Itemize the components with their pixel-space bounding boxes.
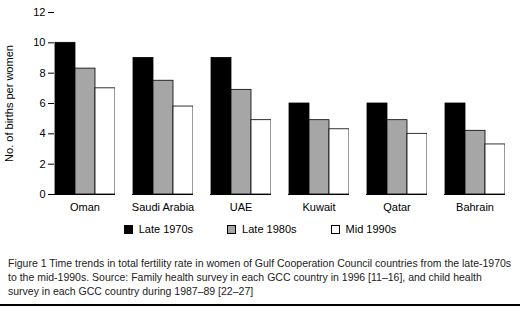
svg-text:Oman: Oman xyxy=(70,201,100,213)
html-text:Mid 1990s: Mid 1990s xyxy=(345,223,397,235)
svg-text:6: 6 xyxy=(39,97,45,109)
svg-text:Qatar: Qatar xyxy=(383,201,411,213)
svg-text:12: 12 xyxy=(33,6,45,18)
svg-text:Kuwait: Kuwait xyxy=(302,201,335,213)
svg-text:2: 2 xyxy=(39,158,45,170)
svg-text:Bahrain: Bahrain xyxy=(456,201,494,213)
svg-text:No. of births per women: No. of births per women xyxy=(3,45,15,162)
html-text:Late 1970s: Late 1970s xyxy=(138,223,194,235)
svg-text:Saudi Arabia: Saudi Arabia xyxy=(132,201,195,213)
svg-text:10: 10 xyxy=(33,36,45,48)
svg-text:UAE: UAE xyxy=(230,201,253,213)
html-text:Figure 1 Time trends in total: Figure 1 Time trends in total fertility … xyxy=(8,257,512,297)
svg-text:4: 4 xyxy=(39,127,45,139)
html-text:Late 1980s: Late 1980s xyxy=(242,223,297,235)
svg-text:0: 0 xyxy=(39,188,45,200)
svg-text:8: 8 xyxy=(39,67,45,79)
